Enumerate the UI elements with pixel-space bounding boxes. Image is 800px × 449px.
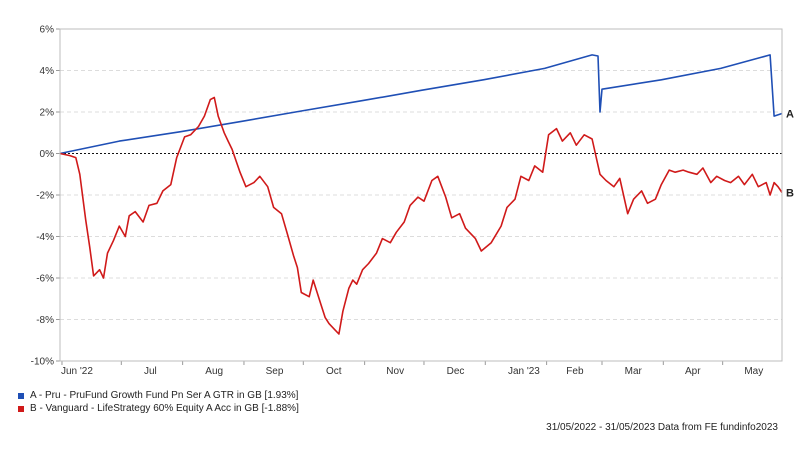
y-tick-label: -8% [36, 315, 54, 326]
series-end-label-a: A [786, 108, 794, 120]
performance-chart: 6% 4% 2% 0% -2% -4% -6% -8% -10% Jun '22 Jul Aug Se… [31, 25, 794, 378]
series-end-label-b: B [786, 188, 794, 200]
x-tick-label: Sep [266, 366, 284, 377]
y-tick-label: -2% [36, 191, 54, 202]
series-end-labels: AB [786, 108, 794, 199]
x-tick-label: Mar [625, 366, 643, 377]
legend-item-a: A - Pru - PruFund Growth Fund Pn Ser A G… [18, 389, 299, 402]
series-line-a [59, 54, 783, 155]
y-tick-label: -4% [36, 232, 54, 243]
x-axis-tick-labels: Jun '22 Jul Aug Sep Oct Nov Dec Jan '23 Feb Mar Ap… [61, 361, 763, 377]
x-tick-label: Jul [144, 366, 157, 377]
gridlines [60, 70, 782, 320]
legend-label-a: A - Pru - PruFund Growth Fund Pn Ser A G… [30, 390, 299, 401]
y-tick-label: 2% [40, 108, 55, 119]
plot-area-border [59, 28, 783, 362]
x-tick-label: May [744, 366, 763, 377]
y-tick-label: -6% [36, 274, 54, 285]
series-lines [59, 54, 783, 335]
legend: A - Pru - PruFund Growth Fund Pn Ser A G… [18, 389, 299, 415]
x-tick-label: Nov [386, 366, 404, 377]
x-tick-label: Aug [205, 366, 223, 377]
legend-item-b: B - Vanguard - LifeStrategy 60% Equity A… [18, 402, 299, 415]
x-tick-label: Oct [326, 366, 342, 377]
x-tick-label: Apr [685, 366, 701, 377]
legend-swatch-b [18, 405, 24, 412]
y-tick-label: -10% [31, 357, 54, 368]
series-line-b [59, 96, 783, 335]
y-tick-label: 4% [40, 66, 55, 77]
y-tick-label: 6% [40, 25, 55, 36]
y-axis-tick-labels: 6% 4% 2% 0% -2% -4% -6% -8% -10% [31, 25, 60, 368]
x-tick-label: Feb [566, 366, 584, 377]
legend-label-b: B - Vanguard - LifeStrategy 60% Equity A… [30, 403, 299, 414]
x-tick-label: Dec [447, 366, 465, 377]
x-tick-label: Jan '23 [508, 366, 540, 377]
x-tick-label: Jun '22 [61, 366, 93, 377]
legend-swatch-a [18, 392, 24, 399]
data-source-footer: 31/05/2022 - 31/05/2023 Data from FE fun… [546, 422, 778, 433]
y-tick-label: 0% [40, 149, 55, 160]
